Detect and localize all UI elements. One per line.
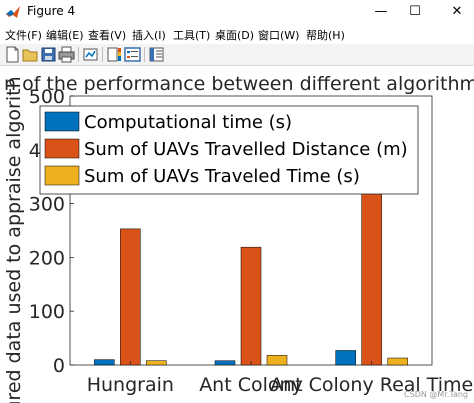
menu-file[interactable]: 文件(F) xyxy=(5,27,42,43)
toolbar-separator xyxy=(78,47,79,62)
legend-label: Sum of UAVs Traveled Time (s) xyxy=(84,166,360,187)
menu-edit[interactable]: 编辑(E) xyxy=(46,27,84,43)
property-editor-icon[interactable] xyxy=(148,46,165,63)
link-plot-icon[interactable] xyxy=(82,46,99,63)
y-tick-label: 0 xyxy=(53,355,65,377)
legend[interactable]: Computational time (s) Sum of UAVs Travel… xyxy=(40,106,418,194)
bar-series-1 xyxy=(215,361,235,365)
y-tick-label: 200 xyxy=(29,247,65,269)
print-icon[interactable] xyxy=(58,46,75,63)
x-tick-label: Hungrain xyxy=(87,374,174,396)
menu-bar: 文件(F) 编辑(E) 查看(V) 插入(I) 工具(T) 桌面(D) 窗口(W… xyxy=(0,24,474,44)
bar-series-1 xyxy=(94,360,114,365)
toolbar-separator xyxy=(102,47,103,62)
figure-toolbar xyxy=(0,44,474,66)
bar-series-3 xyxy=(267,355,287,365)
menu-window[interactable]: 窗口(W) xyxy=(258,27,299,43)
matlab-logo-icon xyxy=(5,4,21,20)
legend-swatch xyxy=(45,166,79,185)
bar-series-1 xyxy=(336,350,356,365)
title-bar: Figure 4 — ☐ ✕ xyxy=(0,0,474,24)
insert-legend-icon[interactable] xyxy=(124,46,141,63)
new-figure-icon[interactable] xyxy=(4,46,21,63)
open-file-icon[interactable] xyxy=(22,46,39,63)
window-title: Figure 4 xyxy=(27,4,75,18)
menu-view[interactable]: 查看(V) xyxy=(88,27,126,43)
legend-label: Sum of UAVs Travelled Distance (m) xyxy=(84,139,408,160)
menu-tools[interactable]: 工具(T) xyxy=(173,27,210,43)
bar-series-3 xyxy=(146,361,166,365)
insert-colorbar-icon[interactable] xyxy=(106,46,123,63)
close-button[interactable]: ✕ xyxy=(440,0,474,24)
y-axis-label: ured data used to appraise algorith xyxy=(3,76,25,403)
bar-series-3 xyxy=(388,358,408,365)
legend-label: Computational time (s) xyxy=(84,112,292,133)
menu-insert[interactable]: 插入(I) xyxy=(132,27,166,43)
y-tick-label: 300 xyxy=(29,194,65,216)
menu-help[interactable]: 帮助(H) xyxy=(306,27,345,43)
watermark-text: CSDN @Mr.Tang xyxy=(404,390,468,399)
chart-title: n of the performance between different a… xyxy=(4,73,474,95)
bar-series-2 xyxy=(362,179,382,365)
menu-desktop[interactable]: 桌面(D) xyxy=(215,27,254,43)
maximize-button[interactable]: ☐ xyxy=(398,0,432,24)
legend-swatch xyxy=(45,139,79,158)
save-icon[interactable] xyxy=(40,46,57,63)
toolbar-separator xyxy=(144,47,145,62)
bar-series-2 xyxy=(120,229,140,365)
bar-series-2 xyxy=(241,247,261,365)
minimize-button[interactable]: — xyxy=(364,0,398,24)
y-tick-label: 100 xyxy=(29,301,65,323)
legend-swatch xyxy=(45,112,79,131)
